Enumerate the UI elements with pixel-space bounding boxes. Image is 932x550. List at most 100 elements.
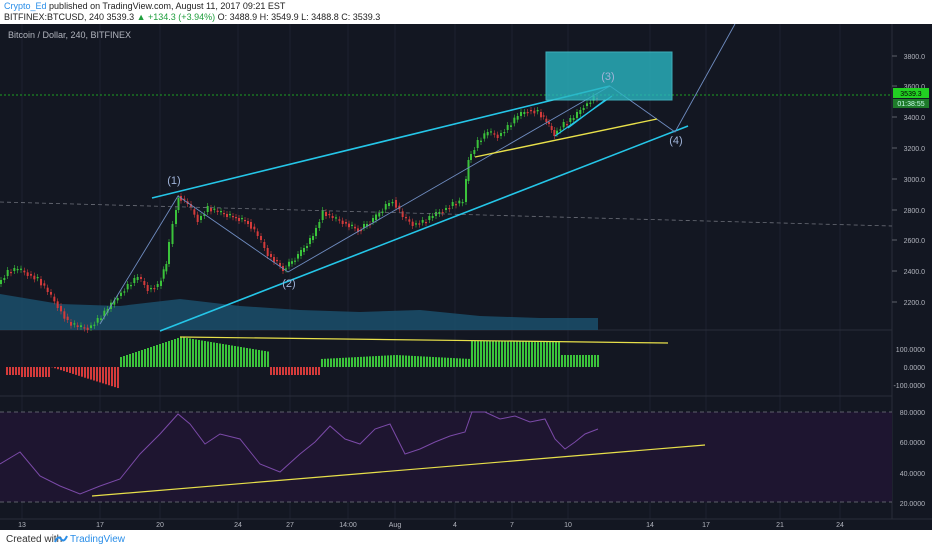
candle [451,202,454,206]
candle [309,238,311,244]
macd-bar [111,367,113,387]
rsi-band [0,412,892,502]
macd-bar [360,356,362,367]
candle [493,133,496,135]
candle [294,260,296,262]
candle [153,288,156,290]
candle [448,208,451,210]
macd-bar [402,355,404,367]
macd-bar [210,342,212,367]
candle [401,211,404,217]
candle [73,323,76,325]
candle [455,204,457,206]
time-tick-label: 24 [234,522,242,529]
candle [183,198,186,200]
candle [480,140,482,142]
macd-bar [222,344,224,367]
volume-area [0,294,598,330]
macd-bar [591,355,593,367]
macd-bar [567,355,569,367]
macd-bar [207,341,209,367]
candle [46,287,49,292]
macd-bar [225,344,227,367]
candle [438,212,441,214]
price-tick-label: 2400.0 [904,269,926,276]
candle [569,118,572,122]
macd-bar [540,341,542,367]
macd-bar [201,340,203,367]
macd-bar [597,355,599,367]
candle [375,214,377,220]
candle [63,311,66,319]
chart-area[interactable]: 3800.0 3600.0 3400.0 3200.0 3000.0 2800.0 2600… [0,24,932,530]
candle [165,264,168,272]
candle [235,217,237,219]
chart-canvas[interactable]: 3800.0 3600.0 3400.0 3200.0 3000.0 2800.0 2600… [0,24,932,530]
macd-bar [96,367,98,382]
macd-bar [576,355,578,367]
candle [306,246,308,248]
candle [36,277,39,279]
macd-bar [264,351,266,367]
published-text: published on TradingView.com, August 11,… [49,1,286,11]
macd-bar [564,355,566,367]
candle [20,268,22,270]
author-link[interactable]: Crypto_Ed [4,1,47,11]
macd-bar [258,350,260,367]
macd-bar [420,356,422,367]
time-tick-label: Aug [389,522,402,529]
candle [415,223,417,225]
rsi-tick-label: 60.0000 [900,440,925,447]
macd-bar [501,341,503,367]
candle [411,221,414,226]
candle [405,217,407,219]
channel-lower-line [159,125,689,332]
candle [513,117,516,124]
macd-bar [570,355,572,367]
macd-bar [513,341,515,367]
price-change: +134.3 (+3.94%) [148,12,216,22]
candle [461,202,464,204]
macd-bar [330,358,332,367]
macd-bar [156,345,158,367]
macd-bar [255,349,257,367]
macd-bar [366,356,368,367]
candle [53,296,56,302]
macd-bar [417,356,419,367]
macd-bar [78,367,80,376]
tradingview-brand[interactable]: TradingView [70,534,126,545]
macd-bar [396,355,398,367]
candle [562,122,565,128]
macd-bar [408,355,410,367]
candle [126,284,129,290]
candle [285,268,287,270]
candle [341,220,344,224]
macd-bar [459,358,461,367]
macd-bar [261,350,263,367]
candle [6,270,9,276]
candle [241,218,243,220]
macd-bar [579,355,581,367]
candle [288,261,290,267]
candle [0,280,2,284]
macd-bar [186,338,188,367]
macd-bar [243,347,245,367]
macd-bar [105,367,107,385]
macd-bar [9,367,11,375]
candle [33,275,36,280]
candle [196,214,199,222]
current-price-label: 3539.3 [900,91,922,98]
candle [384,204,387,210]
macd-bar [213,342,215,367]
candle [388,203,390,206]
macd-bar [195,339,197,367]
macd-bar [192,339,194,367]
macd-bar [558,341,560,367]
macd-bar [477,341,479,367]
candle [589,102,592,104]
candle [30,274,32,276]
macd-bar [447,357,449,367]
candle [133,278,136,283]
macd-bar [573,355,575,367]
candle [335,217,337,219]
